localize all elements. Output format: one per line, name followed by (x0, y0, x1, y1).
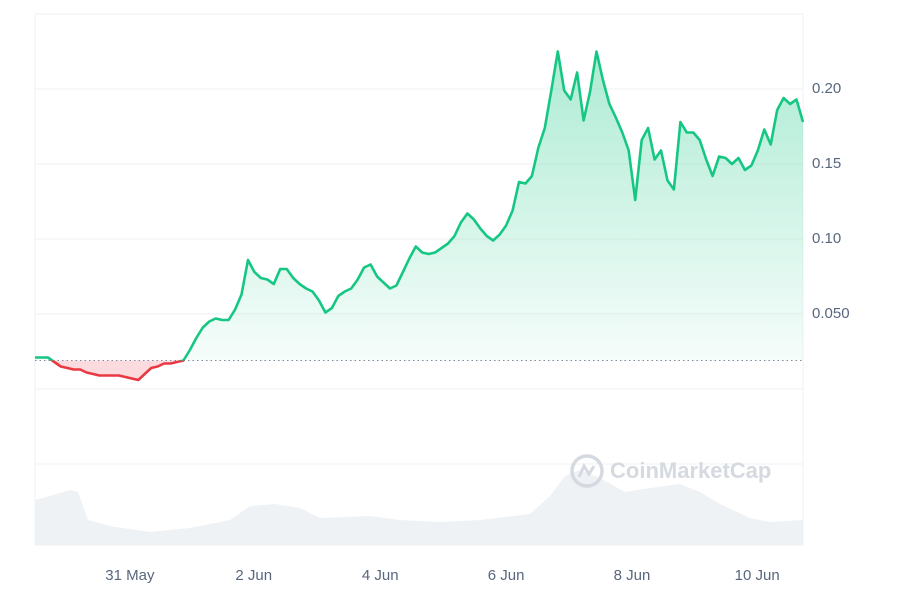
x-tick-label: 8 Jun (614, 567, 651, 584)
watermark-group: CoinMarketCap (570, 454, 771, 488)
price-line (35, 50, 805, 382)
watermark-logo (570, 454, 604, 488)
x-tick-label: 4 Jun (362, 567, 399, 584)
area-below (35, 360, 803, 380)
y-tick-label: 0.15 (812, 155, 841, 172)
y-tick-label: 0.20 (812, 80, 841, 97)
x-tick-label: 10 Jun (735, 567, 780, 584)
watermark: CoinMarketCap (610, 458, 771, 483)
volume-area (35, 470, 803, 545)
x-tick-label: 6 Jun (488, 567, 525, 584)
y-tick-label: 0.10 (812, 230, 841, 247)
y-tick-label: 0.050 (812, 305, 850, 322)
watermark-logo-mark (577, 462, 596, 478)
area-above (35, 51, 803, 361)
x-tick-label: 2 Jun (235, 567, 272, 584)
x-tick-label: 31 May (105, 567, 155, 584)
